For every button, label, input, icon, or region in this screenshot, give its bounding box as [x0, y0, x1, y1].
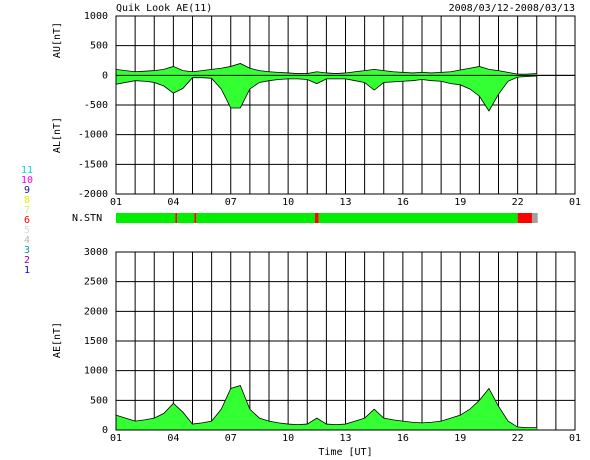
station-legend-label: 9 [24, 185, 30, 196]
x-tick-label: 01 [569, 433, 581, 444]
station-segment [177, 213, 195, 223]
station-segment [314, 213, 319, 223]
station-legend-label: 1 [24, 265, 30, 276]
date-range: 2008/03/12-2008/03/13 [449, 3, 575, 14]
y-tick-label: -1500 [78, 159, 108, 170]
station-segment [175, 213, 178, 223]
x-tick-label: 22 [512, 197, 524, 208]
y-tick-label: 1500 [84, 336, 108, 347]
x-tick-label: 01 [569, 197, 581, 208]
station-segment [517, 213, 532, 223]
station-legend-label: 8 [24, 195, 30, 206]
x-tick-label: 07 [225, 433, 237, 444]
station-segment [194, 213, 197, 223]
station-legend-label: 4 [24, 235, 30, 246]
station-legend-label: 6 [24, 215, 30, 226]
x-tick-label: 10 [282, 433, 294, 444]
x-tick-label: 19 [454, 197, 466, 208]
y-tick-label: 0 [102, 425, 108, 436]
x-axis-label: Time [UT] [318, 447, 372, 458]
x-tick-label: 16 [397, 197, 409, 208]
y-tick-label: 500 [90, 41, 108, 52]
area-outline [115, 63, 537, 75]
x-tick-label: 13 [339, 197, 351, 208]
station-legend-label: 5 [24, 225, 30, 236]
y-tick-label: 2500 [84, 277, 108, 288]
y-tick-label: 2000 [84, 306, 108, 317]
area-outline [115, 75, 537, 112]
station-segment [318, 213, 518, 223]
area-fill [116, 63, 537, 76]
y-tick-label: -2000 [78, 189, 108, 200]
y-tick-label: -500 [84, 100, 108, 111]
x-tick-label: 01 [110, 197, 122, 208]
area-fill [116, 385, 537, 430]
y-tick-label: 0 [102, 70, 108, 81]
y-axis-label: AL[nT] [52, 117, 63, 153]
station-legend-label: 10 [21, 175, 33, 186]
x-tick-label: 04 [167, 197, 179, 208]
y-tick-label: 1000 [84, 366, 108, 377]
station-legend-label: 2 [24, 255, 30, 266]
plot-frame [115, 251, 576, 431]
x-tick-label: 10 [282, 197, 294, 208]
y-axis-label: AU[nT] [52, 22, 63, 58]
y-tick-label: 500 [90, 395, 108, 406]
x-tick-label: 22 [512, 433, 524, 444]
x-tick-label: 07 [225, 197, 237, 208]
x-tick-label: 01 [110, 433, 122, 444]
station-segment [531, 213, 538, 223]
x-tick-label: 04 [167, 433, 179, 444]
station-segment [196, 213, 315, 223]
y-tick-label: 1000 [84, 11, 108, 22]
x-tick-label: 13 [339, 433, 351, 444]
station-legend-label: 3 [24, 245, 30, 256]
chart-title: Quik Look AE(11) [116, 3, 212, 14]
area-fill [116, 75, 537, 111]
x-tick-label: 19 [454, 433, 466, 444]
plot-frame [115, 15, 576, 195]
area-outline [115, 385, 537, 429]
station-legend-label: 7 [24, 205, 30, 216]
y-tick-label: 3000 [84, 247, 108, 258]
station-legend-label: 11 [21, 165, 33, 176]
y-axis-label: AE[nT] [52, 322, 63, 358]
station-label: N.STN [72, 213, 102, 224]
station-segment [116, 213, 176, 223]
x-tick-label: 16 [397, 433, 409, 444]
y-tick-label: -1000 [78, 130, 108, 141]
